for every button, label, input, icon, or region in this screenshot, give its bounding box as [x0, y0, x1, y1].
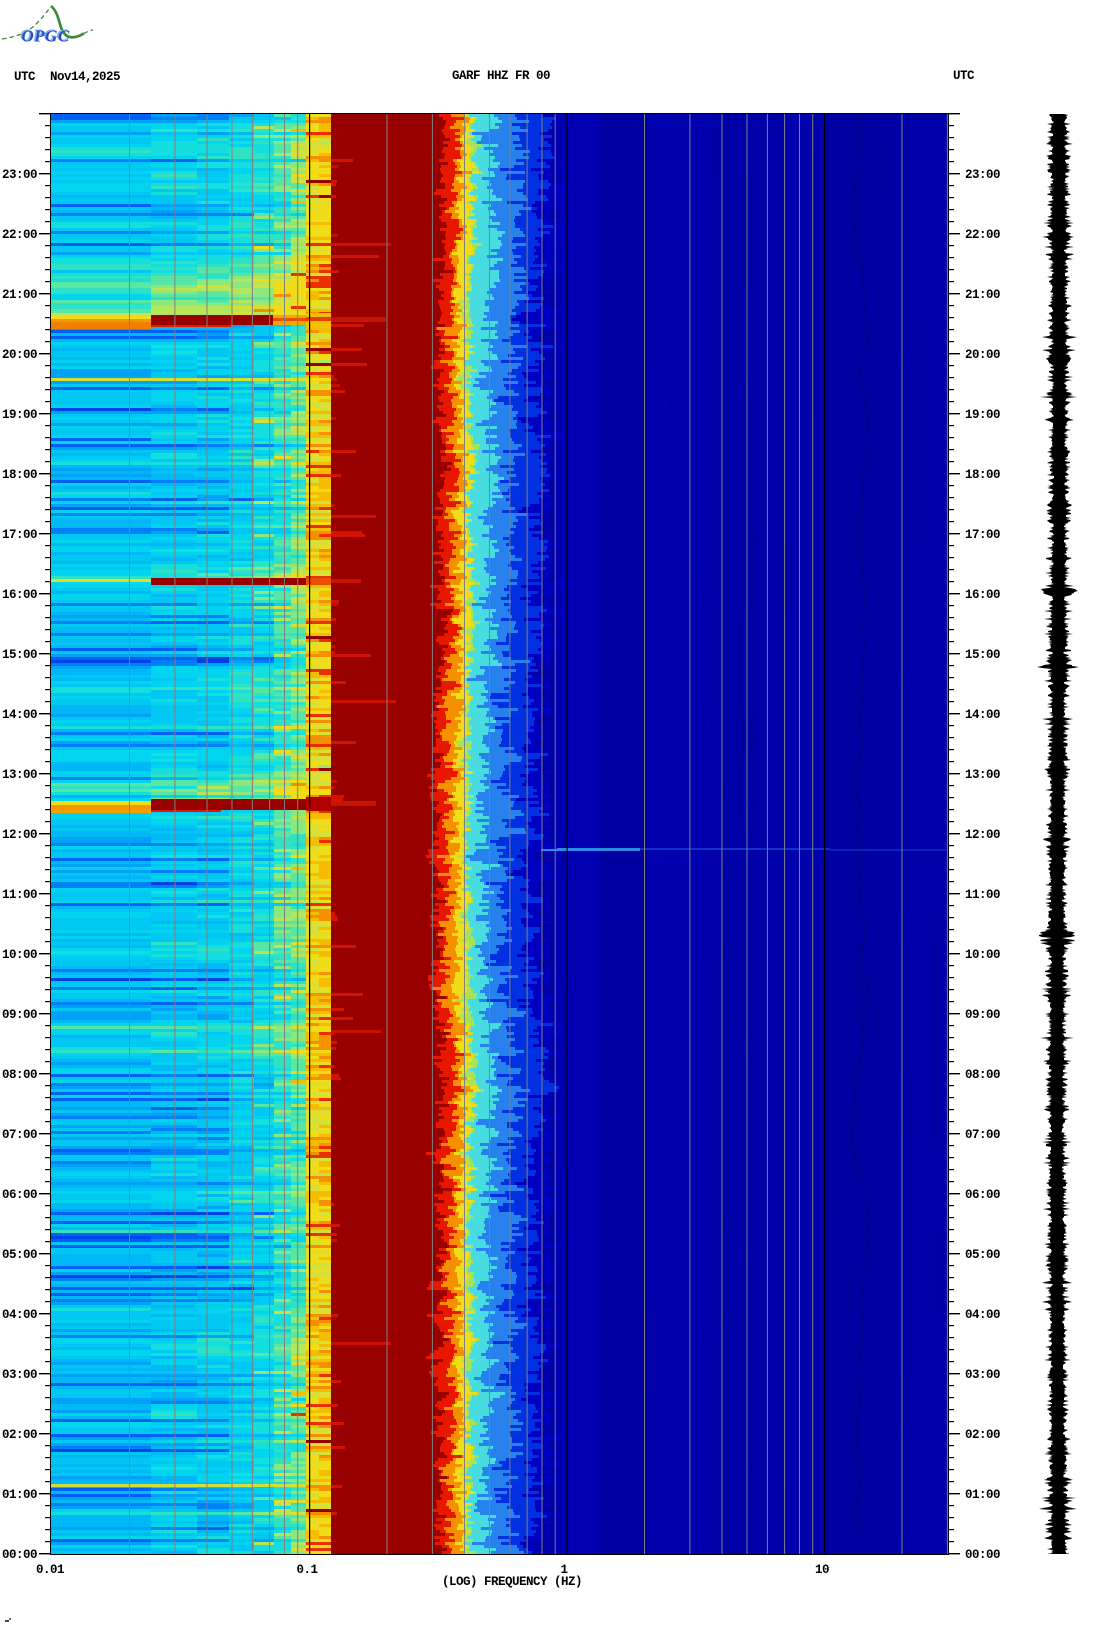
svg-text:OPGC: OPGC	[20, 26, 68, 45]
svg-text:0.1: 0.1	[296, 1563, 317, 1577]
svg-text:06:00: 06:00	[965, 1188, 1000, 1202]
svg-text:04:00: 04:00	[2, 1308, 37, 1322]
svg-text:03:00: 03:00	[965, 1368, 1000, 1382]
svg-text:21:00: 21:00	[2, 288, 37, 302]
svg-text:13:00: 13:00	[2, 768, 37, 782]
svg-text:03:00: 03:00	[2, 1368, 37, 1382]
svg-text:17:00: 17:00	[2, 528, 37, 542]
svg-text:07:00: 07:00	[2, 1128, 37, 1142]
svg-text:06:00: 06:00	[2, 1188, 37, 1202]
svg-text:(LOG) FREQUENCY (HZ): (LOG) FREQUENCY (HZ)	[442, 1575, 582, 1589]
svg-text:09:00: 09:00	[965, 1008, 1000, 1022]
svg-text:1: 1	[560, 1563, 567, 1577]
svg-text:12:00: 12:00	[965, 828, 1000, 842]
svg-text:11:00: 11:00	[2, 888, 37, 902]
svg-text:16:00: 16:00	[2, 588, 37, 602]
svg-text:OPGC: OPGC	[22, 27, 70, 46]
svg-text:10: 10	[815, 1563, 829, 1577]
svg-text:15:00: 15:00	[2, 648, 37, 662]
svg-text:09:00: 09:00	[2, 1008, 37, 1022]
svg-text:08:00: 08:00	[965, 1068, 1000, 1082]
svg-text:14:00: 14:00	[965, 708, 1000, 722]
svg-text:18:00: 18:00	[2, 468, 37, 482]
svg-text:20:00: 20:00	[2, 348, 37, 362]
svg-text:02:00: 02:00	[2, 1428, 37, 1442]
svg-text:01:00: 01:00	[2, 1488, 37, 1502]
svg-text:08:00: 08:00	[2, 1068, 37, 1082]
svg-text:07:00: 07:00	[965, 1128, 1000, 1142]
svg-text:20:00: 20:00	[965, 348, 1000, 362]
svg-text:21:00: 21:00	[965, 288, 1000, 302]
svg-text:17:00: 17:00	[965, 528, 1000, 542]
svg-text:22:00: 22:00	[2, 228, 37, 242]
svg-text:23:00: 23:00	[2, 168, 37, 182]
svg-text:16:00: 16:00	[965, 588, 1000, 602]
svg-text:10:00: 10:00	[2, 948, 37, 962]
svg-text:04:00: 04:00	[965, 1308, 1000, 1322]
svg-text:19:00: 19:00	[2, 408, 37, 422]
svg-text:Nov14,2025: Nov14,2025	[50, 70, 120, 84]
svg-text:10:00: 10:00	[965, 948, 1000, 962]
svg-text:13:00: 13:00	[965, 768, 1000, 782]
svg-text:05:00: 05:00	[965, 1248, 1000, 1262]
svg-text:22:00: 22:00	[965, 228, 1000, 242]
svg-text:15:00: 15:00	[965, 648, 1000, 662]
svg-text:UTC: UTC	[14, 70, 36, 84]
svg-text:00:00: 00:00	[2, 1548, 37, 1562]
svg-text:05:00: 05:00	[2, 1248, 37, 1262]
svg-text:02:00: 02:00	[965, 1428, 1000, 1442]
svg-text:14:00: 14:00	[2, 708, 37, 722]
svg-text:18:00: 18:00	[965, 468, 1000, 482]
svg-text:11:00: 11:00	[965, 888, 1000, 902]
svg-text:00:00: 00:00	[965, 1548, 1000, 1562]
svg-text:UTC: UTC	[953, 69, 975, 83]
svg-text:GARF HHZ FR 00: GARF HHZ FR 00	[452, 69, 550, 83]
svg-text:19:00: 19:00	[965, 408, 1000, 422]
svg-text:12:00: 12:00	[2, 828, 37, 842]
svg-text:01:00: 01:00	[965, 1488, 1000, 1502]
svg-text:23:00: 23:00	[965, 168, 1000, 182]
svg-text:0.01: 0.01	[36, 1563, 64, 1577]
